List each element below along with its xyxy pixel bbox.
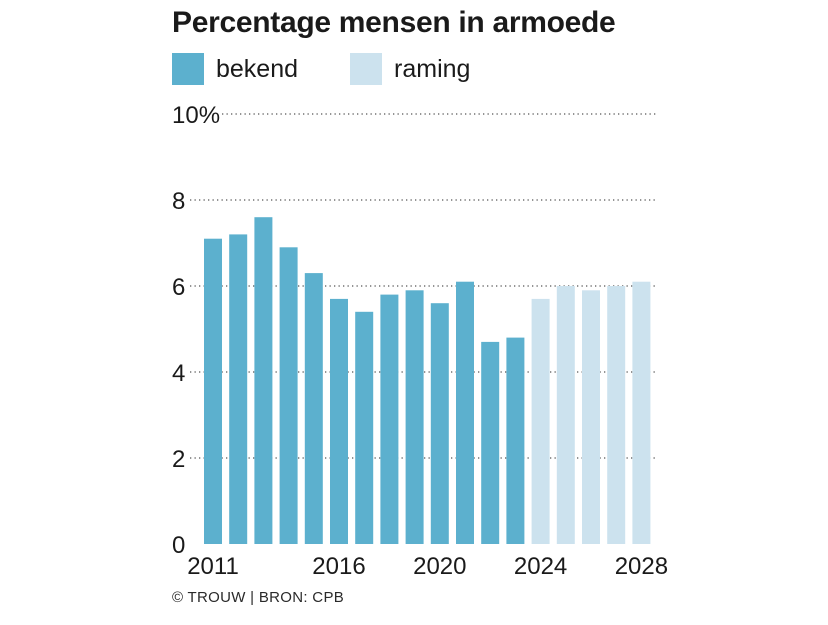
source-credit: © TROUW | BRON: CPB — [172, 589, 345, 606]
x-tick-label: 2020 — [413, 553, 466, 580]
bar-2014 — [279, 247, 298, 545]
bar-2025 — [556, 286, 575, 544]
bar-2017 — [355, 311, 374, 544]
bar-2021 — [456, 281, 474, 544]
bar-2024 — [531, 298, 550, 544]
x-tick-label: 2011 — [187, 553, 239, 580]
legend-swatch-raming — [350, 53, 383, 85]
bar-2023 — [506, 337, 525, 544]
bar-2022 — [481, 341, 500, 544]
y-axis-ticks: 0 2 4 6 8 10% — [172, 102, 220, 559]
bar-2016 — [330, 298, 348, 544]
bar-2012 — [229, 234, 248, 544]
legend-label-raming: raming — [394, 54, 471, 83]
bar-2018 — [380, 294, 399, 544]
y-tick-label: 6 — [172, 274, 185, 301]
y-tick-label: 10% — [172, 102, 220, 129]
y-tick-label: 0 — [172, 532, 185, 559]
x-axis-ticks: 2011 2016 2020 2024 2028 — [187, 553, 668, 580]
x-tick-label: 2016 — [312, 553, 365, 580]
bar-2026 — [582, 290, 600, 544]
legend: bekend raming — [172, 53, 522, 85]
bar-2020 — [430, 303, 449, 544]
legend-item-bekend: bekend — [172, 53, 298, 85]
legend-item-raming: raming — [350, 53, 470, 85]
y-tick-label: 2 — [172, 446, 185, 473]
y-tick-label: 4 — [172, 360, 185, 387]
bars — [204, 217, 651, 545]
chart-title: Percentage mensen in armoede — [172, 6, 616, 39]
y-tick-label: 8 — [172, 188, 185, 215]
bar-2028 — [632, 281, 651, 544]
bar-2015 — [304, 273, 323, 544]
bar-2027 — [607, 286, 626, 544]
bar-2013 — [254, 217, 273, 544]
x-tick-label: 2024 — [514, 553, 567, 580]
legend-swatch-bekend — [172, 53, 204, 85]
bar-2019 — [405, 290, 424, 544]
legend-label-bekend: bekend — [216, 54, 299, 83]
x-tick-label: 2028 — [615, 553, 668, 580]
bar-2011 — [204, 238, 222, 544]
